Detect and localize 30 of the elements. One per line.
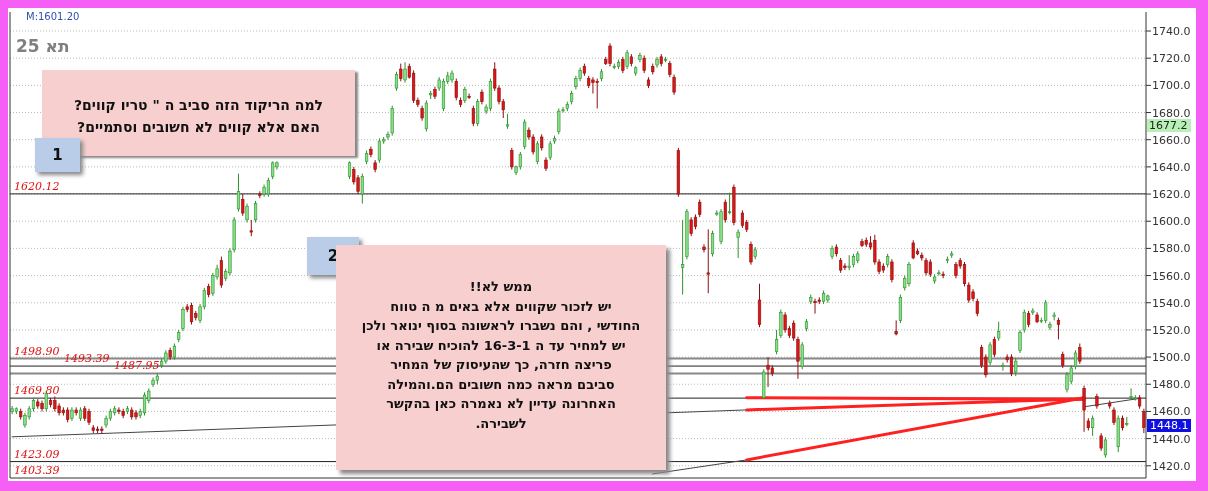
y-tick-label: 1580.0 bbox=[1152, 242, 1191, 256]
y-tick-label: 1460.0 bbox=[1152, 405, 1191, 419]
annotation: M:1601.20 bbox=[26, 11, 80, 22]
y-tick-label: 1660.0 bbox=[1152, 133, 1191, 147]
picture-note-box: ממש לא!! יש לזכור שקווים אלא באים מ ה טווח החודשי , והם נשברו לראשונה בסוף ינואר ולכן יש למחיר עד ה 16-3-1 להוכיח שבירה או פריצה חזרה, כך שהעיסוק של המחיר סביבם מראה כמה חשובים הם.והמילה האחרונה עדיין לא נאמרה כאן בהקשר לשבירה. bbox=[336, 245, 666, 470]
ref-line-label: 1487.95 bbox=[114, 359, 160, 373]
ref-line-label: 1620.12 bbox=[14, 179, 60, 193]
ref-line-label: 1423.09 bbox=[14, 447, 60, 461]
ref-line-label: 1498.90 bbox=[14, 344, 60, 358]
picture-note-box: 1 bbox=[35, 138, 80, 172]
text: 1677.2 bbox=[1147, 119, 1191, 132]
y-tick-label: 1720.0 bbox=[1152, 52, 1191, 66]
y-tick-label: 1420.0 bbox=[1152, 459, 1191, 473]
y-tick-label: 1740.0 bbox=[1152, 25, 1191, 39]
y-tick-label: 1440.0 bbox=[1152, 432, 1191, 446]
ref-line-label: 1469.80 bbox=[14, 384, 60, 398]
y-tick-label: 1540.0 bbox=[1152, 296, 1191, 310]
y-tick-label: 1640.0 bbox=[1152, 160, 1191, 174]
y-tick-label: 1680.0 bbox=[1152, 106, 1191, 120]
y-tick-label: 1560.0 bbox=[1152, 269, 1191, 283]
y-tick-label: 1620.0 bbox=[1152, 188, 1191, 202]
text: תא 25 bbox=[16, 36, 70, 56]
y-tick-label: 1520.0 bbox=[1152, 323, 1191, 337]
annotation: 1403.39 bbox=[14, 464, 60, 477]
text: 1448.1 bbox=[1147, 419, 1191, 432]
y-tick-label: 1480.0 bbox=[1152, 378, 1191, 392]
y-tick-label: 1600.0 bbox=[1152, 215, 1191, 229]
y-tick-label: 1700.0 bbox=[1152, 79, 1191, 93]
y-tick-label: 1500.0 bbox=[1152, 351, 1191, 365]
ref-line-label: 1493.39 bbox=[64, 352, 110, 366]
